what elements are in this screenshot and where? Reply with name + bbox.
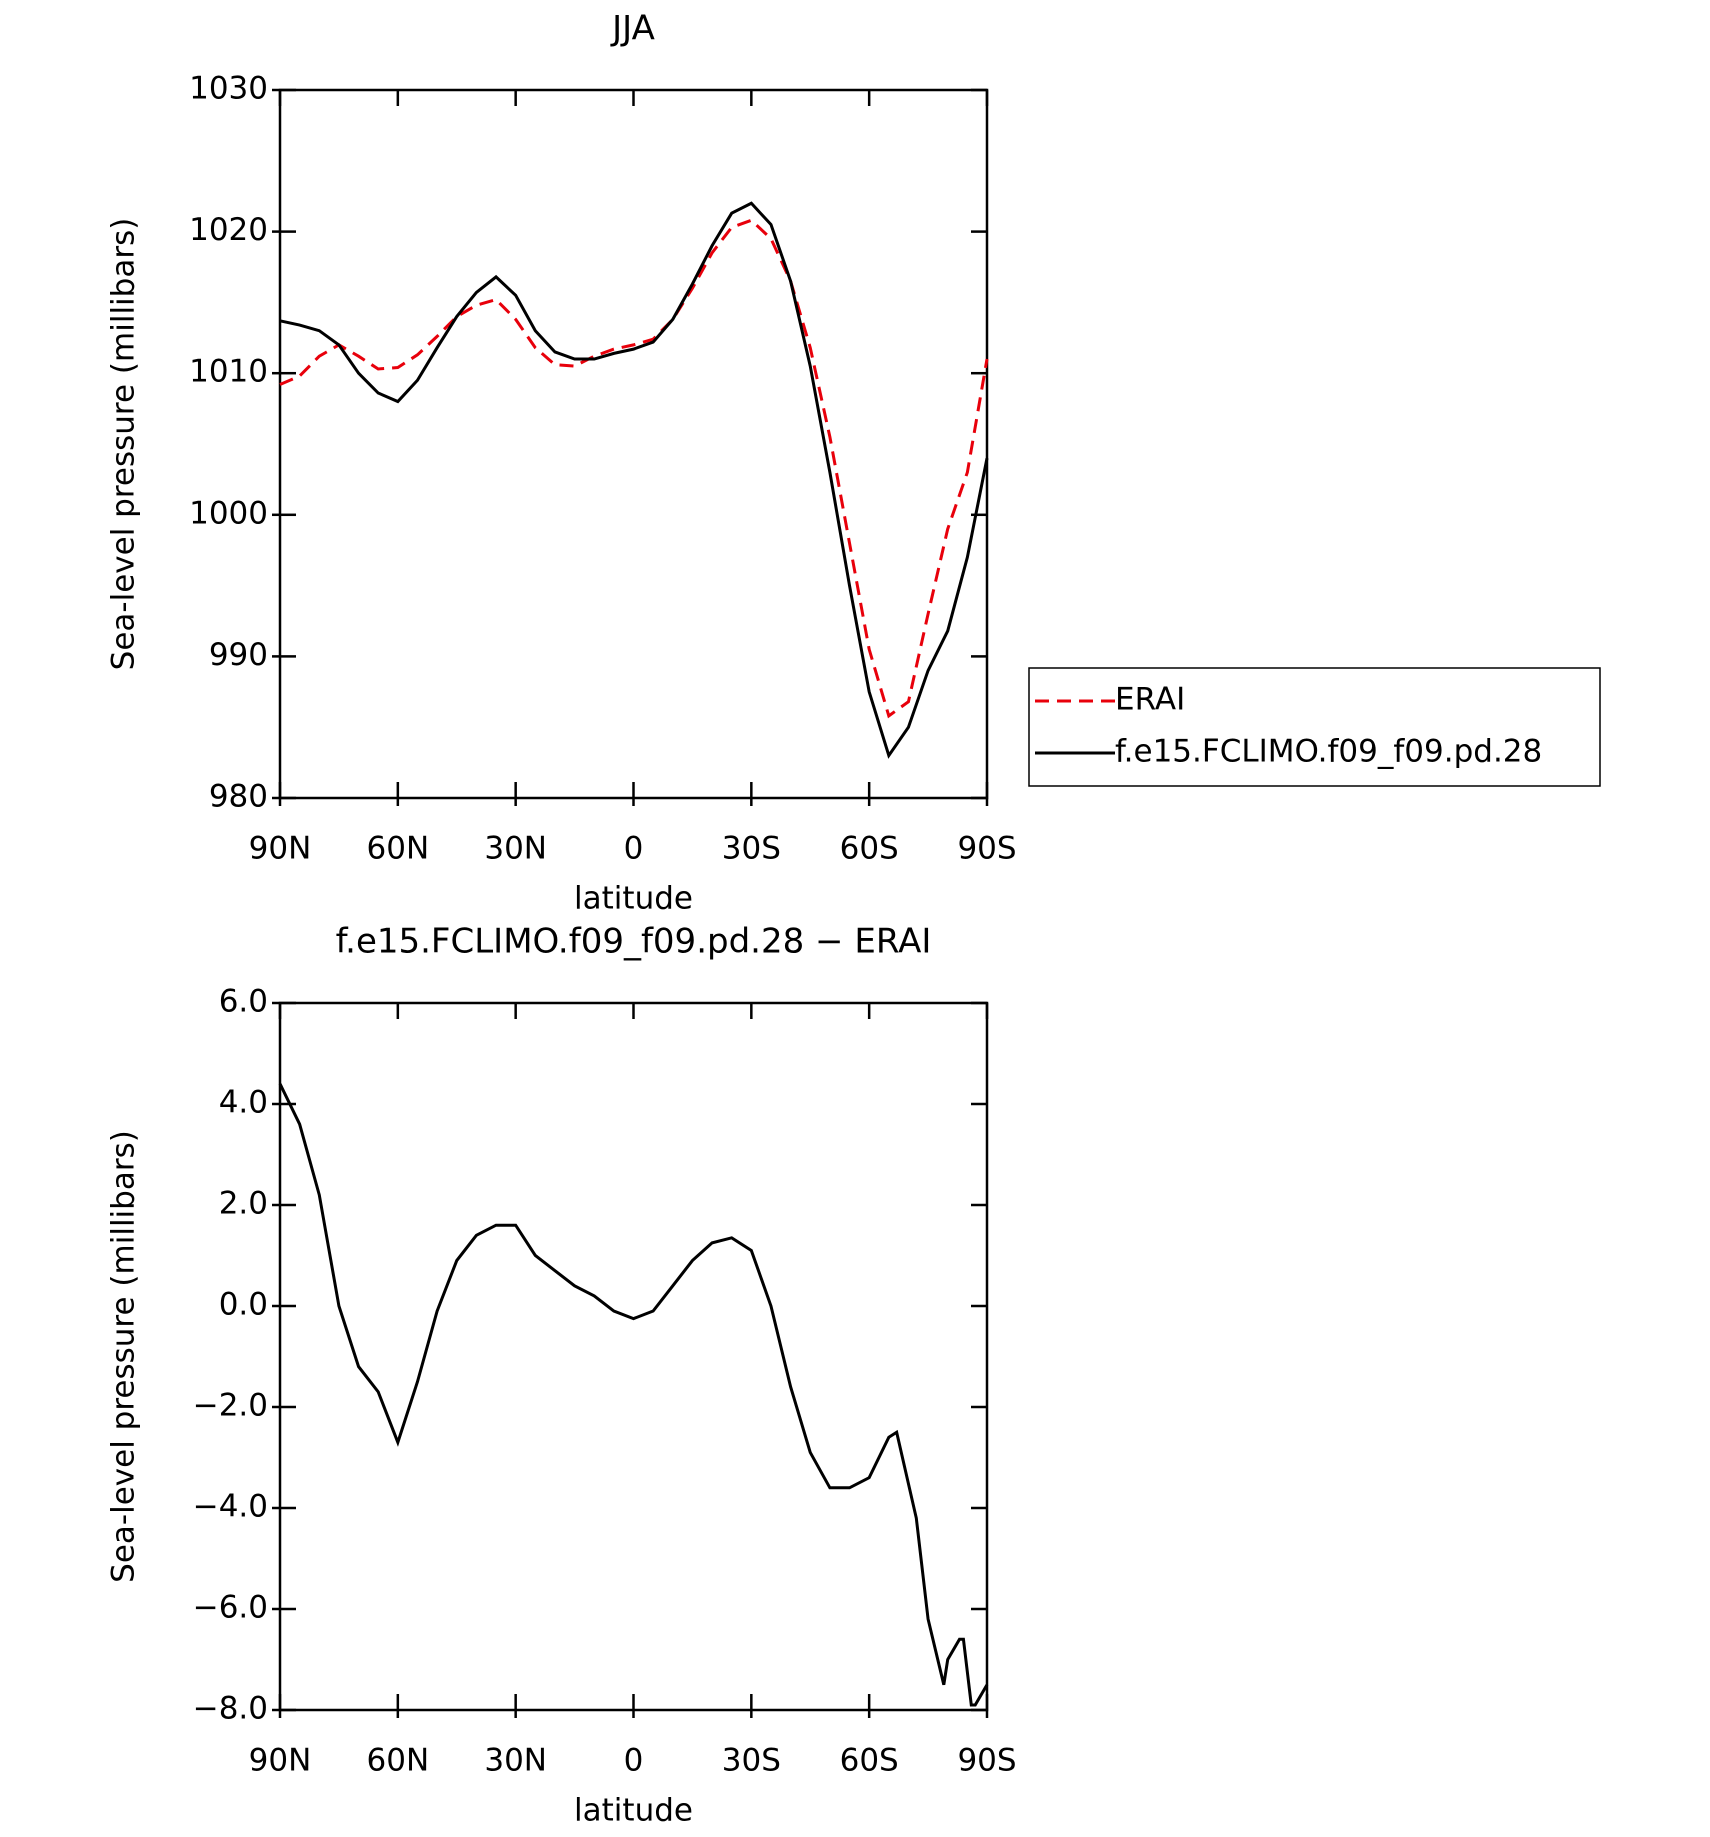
legend-label: ERAI <box>1115 682 1185 718</box>
legend-box <box>1028 667 1601 787</box>
x-tick-label: 60N <box>367 831 430 867</box>
x-axis-label: latitude <box>574 1793 693 1829</box>
plot-frame <box>278 88 989 800</box>
chart-title: f.e15.FCLIMO.f09_f09.pd.28 − ERAI <box>336 922 932 962</box>
y-tick-label: −6.0 <box>193 1590 268 1626</box>
y-tick-label: −8.0 <box>193 1691 268 1727</box>
x-tick-label: 90N <box>249 831 312 867</box>
x-tick-label: 60S <box>840 831 899 867</box>
y-tick-label: 1030 <box>189 71 268 107</box>
series-line <box>279 218 989 719</box>
x-tick-label: 90S <box>957 831 1016 867</box>
x-tick-label: 90S <box>957 1743 1016 1779</box>
x-tick-label: 30N <box>484 831 547 867</box>
y-tick-label: 990 <box>209 637 268 673</box>
x-tick-label: 0 <box>624 1743 644 1779</box>
y-tick-label: 2.0 <box>219 1186 268 1222</box>
x-tick-label: 30S <box>722 831 781 867</box>
x-tick-label: 60S <box>840 1743 899 1779</box>
y-tick-label: 4.0 <box>219 1085 268 1121</box>
y-tick-label: −4.0 <box>193 1489 268 1525</box>
y-tick-label: 1000 <box>189 495 268 531</box>
plot-frame <box>278 1001 989 1712</box>
legend-label: f.e15.FCLIMO.f09_f09.pd.28 <box>1115 734 1542 770</box>
chart-title: JJA <box>610 9 655 49</box>
series-line <box>279 201 989 759</box>
y-tick-label: 980 <box>209 779 268 815</box>
x-axis-label: latitude <box>574 881 693 917</box>
x-tick-label: 30S <box>722 1743 781 1779</box>
y-axis-label: Sea-level pressure (millibars) <box>106 218 142 671</box>
y-tick-label: −2.0 <box>193 1388 268 1424</box>
series-line <box>278 1083 989 1707</box>
x-tick-label: 60N <box>367 1743 430 1779</box>
x-tick-label: 90N <box>249 1743 312 1779</box>
y-tick-label: 1010 <box>189 354 268 390</box>
y-tick-label: 6.0 <box>219 984 268 1020</box>
x-tick-label: 30N <box>484 1743 547 1779</box>
y-axis-label: Sea-level pressure (millibars) <box>106 1130 142 1583</box>
y-tick-label: 1020 <box>189 212 268 248</box>
y-tick-label: 0.0 <box>219 1287 268 1323</box>
x-tick-label: 0 <box>624 831 644 867</box>
